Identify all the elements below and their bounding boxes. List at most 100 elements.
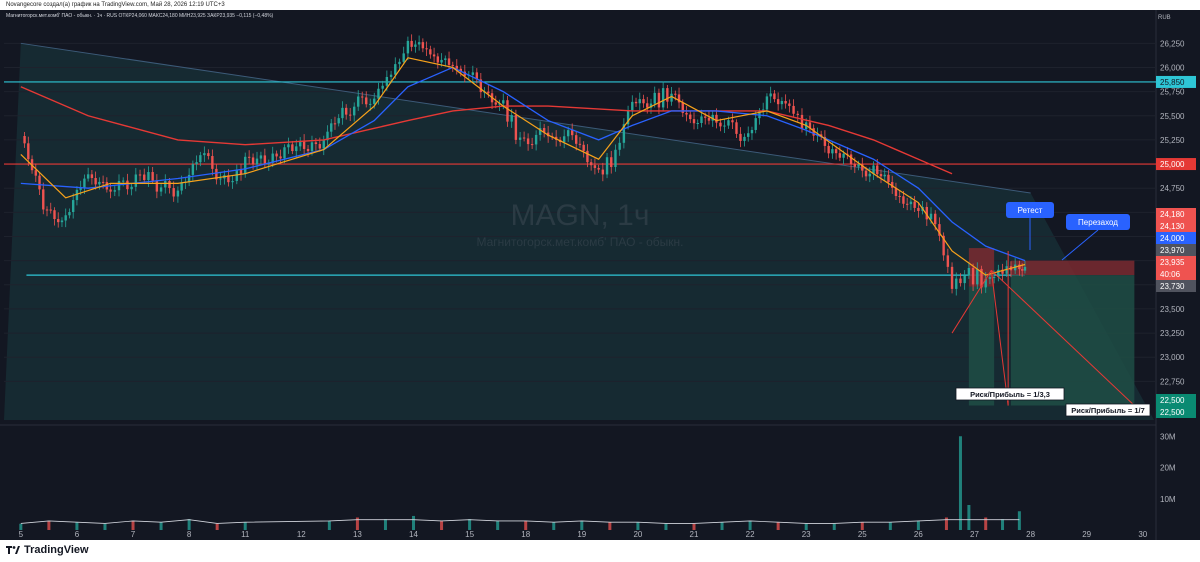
- price-label-tag: [1156, 280, 1196, 292]
- candle-body: [219, 178, 222, 180]
- header-credit-text: Novangecore создал(а) график на TradingV…: [6, 2, 225, 8]
- candle-body: [314, 142, 318, 145]
- candle-body: [754, 118, 757, 130]
- candle-body: [365, 97, 368, 105]
- price-label-tag-text: 23,935: [1160, 258, 1185, 267]
- time-tick-label: 26: [914, 530, 923, 539]
- time-tick-label: 27: [970, 530, 979, 539]
- candle-body: [812, 128, 815, 136]
- candle-body: [75, 189, 79, 201]
- candle-body: [302, 140, 306, 149]
- candle-body: [689, 114, 692, 120]
- candle-body: [971, 267, 975, 285]
- candle-body: [715, 114, 718, 123]
- watermark-name: Магнитогорск.мет.комб' ПАО - обыкн.: [476, 235, 683, 249]
- candle-body: [451, 64, 454, 66]
- candle-body: [90, 174, 94, 179]
- price-chart[interactable]: MAGN, 1ч Магнитогорск.мет.комб' ПАО - обы…: [0, 10, 1200, 540]
- candle-body: [247, 156, 251, 158]
- volume-bar: [243, 522, 247, 530]
- retest-callout-box: [1006, 202, 1054, 218]
- candle-body: [263, 155, 267, 165]
- candle-body: [589, 162, 593, 166]
- candle-body: [101, 181, 105, 183]
- candle-body: [518, 137, 522, 140]
- candle-body: [614, 149, 617, 168]
- volume-bar: [636, 522, 640, 530]
- candle-body: [743, 136, 746, 141]
- candle-body: [685, 112, 688, 115]
- volume-bar: [524, 520, 528, 530]
- candle-body: [879, 174, 883, 177]
- price-label-tag: [1156, 220, 1196, 232]
- candle-body: [377, 88, 380, 99]
- price-label-tag-text: 23,970: [1160, 246, 1185, 255]
- time-tick-label: 7: [131, 530, 136, 539]
- candle-body: [155, 180, 159, 192]
- candle-body: [27, 143, 30, 160]
- candle-body: [203, 153, 206, 156]
- candle-body: [275, 153, 278, 157]
- candle-body: [692, 119, 696, 124]
- chart-header-bar: Novangecore создал(а) график на TradingV…: [0, 0, 1200, 10]
- volume-bar: [552, 522, 556, 530]
- candle-body: [341, 107, 344, 119]
- candle-body: [151, 172, 154, 181]
- time-tick-label: 30: [1138, 530, 1147, 539]
- candle-body: [337, 118, 340, 124]
- volume-bar: [776, 522, 780, 530]
- candle-body: [784, 100, 787, 104]
- volume-bar: [215, 523, 219, 530]
- candle-body: [130, 186, 133, 190]
- candle-body: [79, 187, 82, 190]
- candle-body: [649, 103, 653, 108]
- candle-body: [955, 278, 958, 289]
- candle-body: [333, 123, 337, 125]
- time-tick-label: 21: [690, 530, 699, 539]
- candle-body: [436, 56, 440, 63]
- candle-body: [421, 42, 425, 49]
- candle-body: [134, 174, 138, 187]
- volume-bar: [580, 520, 584, 530]
- candle-body: [471, 72, 475, 75]
- candle-body: [1001, 269, 1004, 274]
- candle-body: [402, 53, 405, 62]
- ema-fast-line: [20, 57, 1026, 276]
- candle-body: [934, 213, 937, 225]
- candle-body: [747, 133, 750, 137]
- candle-body: [823, 136, 827, 146]
- candle-body: [38, 175, 41, 190]
- candle-body: [117, 180, 121, 191]
- chart-area[interactable]: MAGN, 1ч Магнитогорск.мет.комб' ПАО - обы…: [0, 10, 1200, 540]
- candle-body: [42, 189, 45, 210]
- candle-body: [980, 268, 983, 288]
- tradingview-logo[interactable]: TradingView: [6, 544, 89, 556]
- volume-bar: [1017, 511, 1021, 530]
- candle-body: [1020, 269, 1024, 271]
- candle-body: [369, 103, 372, 105]
- volume-bar: [967, 505, 971, 530]
- candle-body: [750, 129, 754, 134]
- tradingview-logo-icon: [6, 546, 20, 554]
- price-label-tag-text: 24,180: [1160, 210, 1185, 219]
- candle-body: [719, 122, 722, 127]
- candle-body: [417, 42, 421, 45]
- time-tick-label: 22: [746, 530, 755, 539]
- candle-body: [631, 101, 634, 111]
- candle-body: [344, 107, 348, 115]
- candle-body: [60, 220, 64, 223]
- candle-body: [475, 72, 479, 80]
- candle-body: [677, 94, 681, 103]
- price-label-tag: [1156, 208, 1196, 220]
- candle-body: [126, 180, 129, 190]
- price-label-tag: [1156, 256, 1196, 268]
- volume-bar: [412, 515, 416, 530]
- candle-body: [271, 153, 274, 163]
- candle-body: [191, 164, 195, 175]
- candle-body: [670, 93, 673, 102]
- volume-bar: [327, 520, 331, 530]
- level-price-tag: [1156, 75, 1196, 88]
- price-label-tag: [1156, 406, 1196, 418]
- candle-body: [147, 172, 150, 181]
- candle-body: [696, 122, 699, 124]
